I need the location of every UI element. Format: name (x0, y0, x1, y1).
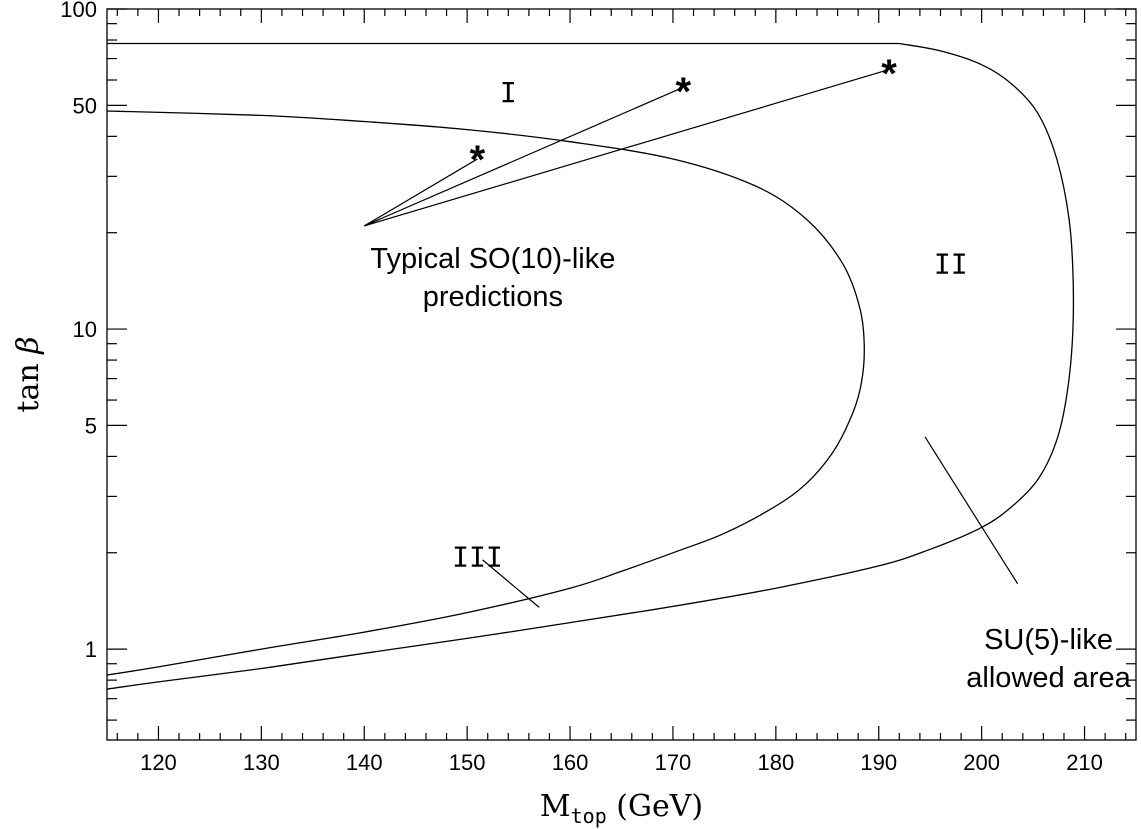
x-axis-title-sub: top (571, 804, 607, 828)
y-tick-label: 10 (73, 317, 97, 342)
leader-line (363, 158, 478, 227)
x-tick-label: 180 (757, 750, 794, 775)
x-tick-label: 200 (963, 750, 1000, 775)
prediction-star: * (470, 138, 486, 182)
leader-lines (363, 70, 1019, 608)
x-tick-label: 210 (1066, 750, 1103, 775)
axis-tick-labels: 120 130 140 150 160 170 180 190 200 210 1 5 10 50 100 (60, 0, 1103, 775)
x-tick-label: 160 (552, 750, 589, 775)
region-label: II (934, 248, 968, 281)
leader-line (364, 70, 885, 227)
annotation-line: Typical SO(10)-like (370, 243, 615, 275)
axis-ticks (107, 8, 1136, 740)
y-axis-title-main: tan (11, 354, 46, 413)
curve-1 (106, 42, 1075, 690)
leader-line (482, 559, 540, 608)
x-axis-title: Mtop (GeV) (540, 789, 703, 828)
x-tick-label: 120 (140, 750, 177, 775)
y-axis-title: tan β (11, 336, 46, 412)
x-tick-label: 150 (449, 750, 486, 775)
annotation-line: allowed area (966, 662, 1131, 694)
y-tick-label: 1 (85, 637, 97, 662)
annotation: SU(5)-like allowed area (966, 624, 1131, 694)
prediction-stars: * * * (470, 52, 898, 182)
region-label: III (452, 540, 503, 573)
x-tick-label: 140 (346, 750, 383, 775)
leader-line (364, 89, 679, 227)
annotation-line: predictions (423, 281, 563, 313)
prediction-star: * (881, 52, 897, 96)
y-axis-title-symbol: β (11, 336, 46, 354)
annotations: Typical SO(10)-like predictions SU(5)-like… (370, 243, 1131, 694)
region-label: I (500, 76, 517, 109)
x-tick-label: 170 (655, 750, 692, 775)
annotation-line: SU(5)-like (984, 624, 1113, 656)
x-tick-label: 130 (243, 750, 280, 775)
x-axis-title-unit: (GeV) (607, 789, 703, 824)
y-tick-label: 50 (73, 93, 97, 118)
x-tick-label: 190 (860, 750, 897, 775)
y-tick-label: 100 (60, 0, 97, 22)
curve-2 (106, 110, 865, 676)
leader-line (924, 436, 1019, 585)
plot-frame (106, 8, 1137, 741)
annotation: Typical SO(10)-like predictions (370, 243, 615, 313)
prediction-star: * (675, 70, 691, 114)
y-tick-label: 5 (85, 413, 97, 438)
x-axis-title-main: M (540, 789, 571, 824)
curves (106, 42, 1075, 690)
